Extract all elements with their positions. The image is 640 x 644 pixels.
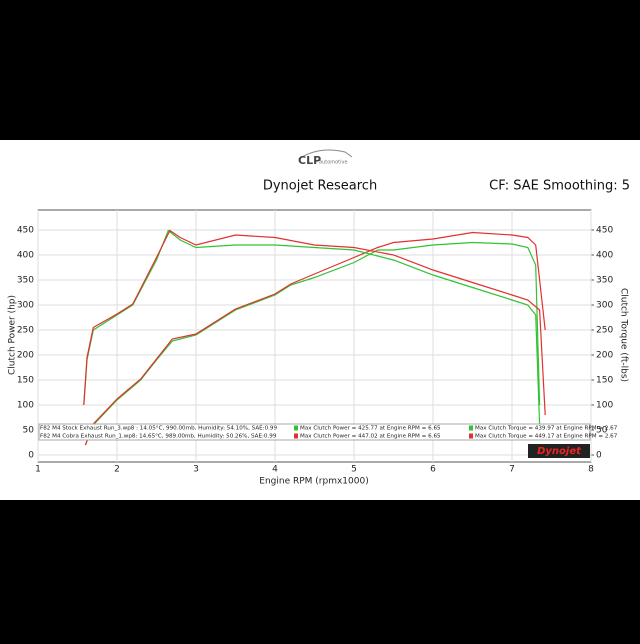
legend-swatch: [469, 433, 473, 439]
series-line: [84, 241, 541, 446]
settings: CF: SAE Smoothing: 5: [489, 179, 630, 194]
x-tick-label: 4: [272, 465, 278, 475]
y2-tick-label: 200: [596, 351, 613, 361]
x-tick-label: 7: [509, 465, 515, 475]
legend-text: Max Clutch Power = 447.02 at Engine RPM …: [300, 434, 441, 440]
legend-swatch: [294, 433, 298, 439]
series-line: [83, 229, 541, 426]
y2-tick-label: 450: [596, 226, 613, 236]
logo-sub: automotive: [319, 160, 348, 166]
y2-tick-label: 0: [596, 451, 602, 461]
plot-area: [37, 209, 592, 463]
legend-box: [38, 423, 591, 441]
y2-tick-label: 350: [596, 276, 613, 286]
brand: Dynojet: [537, 446, 582, 457]
x-tick-label: 5: [351, 465, 357, 475]
x-tick-label: 2: [114, 465, 120, 475]
logo: CLP: [298, 154, 321, 167]
brand-bg: [528, 444, 590, 458]
y-tick-label: 350: [17, 276, 34, 286]
legend-text: F82 M4 Stock Exhaust Run_3.wp8 : 14.05°C…: [40, 426, 277, 432]
legend-text: Max Clutch Power = 425.77 at Engine RPM …: [300, 426, 441, 432]
y2-tick-label: 400: [596, 251, 613, 261]
y2-axis-label: Clutch Torque (ft-lbs): [619, 288, 629, 382]
y2-tick-label: 50: [596, 426, 608, 436]
y-tick-label: 200: [17, 351, 34, 361]
title: Dynojet Research: [263, 179, 377, 194]
x-tick-label: 3: [193, 465, 199, 475]
legend-text: F82 M4 Cobra Exhaust Run_1.wp8: 14.65°C,…: [40, 434, 277, 440]
x-tick-label: 6: [430, 465, 436, 475]
legend-text: Max Clutch Torque = 439.97 at Engine RPM…: [475, 426, 618, 432]
y-tick-label: 50: [23, 426, 35, 436]
y2-tick-label: 250: [596, 326, 613, 336]
legend-text: Max Clutch Torque = 449.17 at Engine RPM…: [475, 434, 618, 440]
y2-tick-label: 300: [596, 301, 613, 311]
y-tick-label: 300: [17, 301, 34, 311]
series-line: [83, 229, 546, 416]
legend-swatch: [294, 425, 298, 431]
y2-tick-label: 150: [596, 376, 613, 386]
series-line: [84, 231, 546, 446]
y-tick-label: 100: [17, 401, 34, 411]
x-tick-label: 8: [588, 465, 594, 475]
y-tick-label: 450: [17, 226, 34, 236]
y-axis-label: Clutch Power (hp): [8, 295, 18, 375]
y2-tick-label: 100: [596, 401, 613, 411]
y-tick-label: 0: [28, 451, 34, 461]
logo-car: [299, 149, 353, 159]
y-tick-label: 150: [17, 376, 34, 386]
x-axis-label: Engine RPM (rpmx1000): [259, 477, 368, 487]
x-tick-label: 1: [35, 465, 41, 475]
legend-swatch: [469, 425, 473, 431]
y-tick-label: 250: [17, 326, 34, 336]
y-tick-label: 400: [17, 251, 34, 261]
